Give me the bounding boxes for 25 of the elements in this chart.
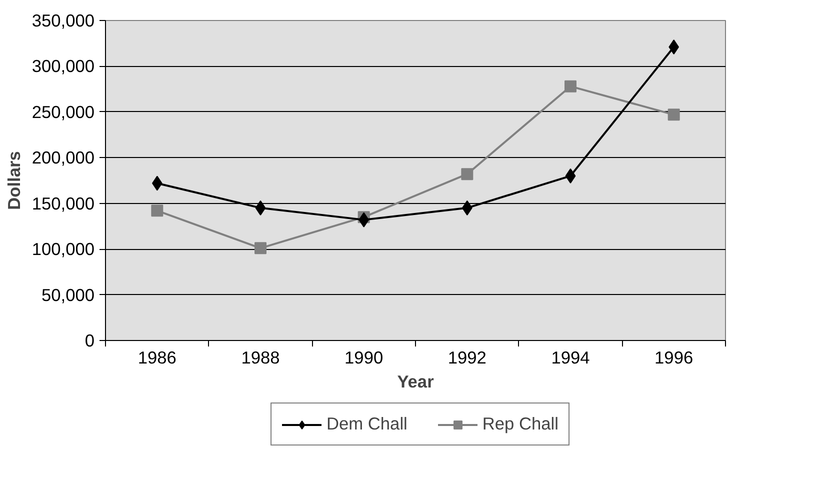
y-tick-label: 0: [84, 330, 95, 350]
point: [564, 80, 576, 92]
x-tick-label: 1996: [654, 348, 694, 368]
y-tick-label: 50,000: [42, 284, 94, 305]
y-tick-label: 200,000: [32, 148, 95, 168]
point: [565, 168, 576, 184]
point: [668, 108, 680, 121]
point: [255, 200, 266, 216]
x-tick-label: 1994: [551, 348, 590, 368]
x-tick-label: 1988: [241, 348, 280, 368]
x-axis-title: Year: [397, 372, 434, 392]
y-tick-label: 150,000: [32, 193, 95, 214]
point: [461, 168, 474, 180]
point: [254, 242, 266, 254]
y-tick-label: 100,000: [32, 239, 95, 260]
x-tick-label: 1992: [448, 348, 486, 368]
legend-label: Rep Chall: [482, 414, 558, 434]
y-axis-title: Dollars: [4, 151, 24, 210]
x-tick-label: 1986: [138, 348, 176, 368]
y-tick-label: 250,000: [32, 102, 95, 122]
y-tick-label: 300,000: [32, 56, 95, 76]
x-tick-label: 1990: [344, 348, 384, 368]
legend-label: Dem Chall: [326, 414, 408, 434]
point: [151, 204, 164, 217]
y-tick-label: 350,000: [32, 10, 95, 30]
